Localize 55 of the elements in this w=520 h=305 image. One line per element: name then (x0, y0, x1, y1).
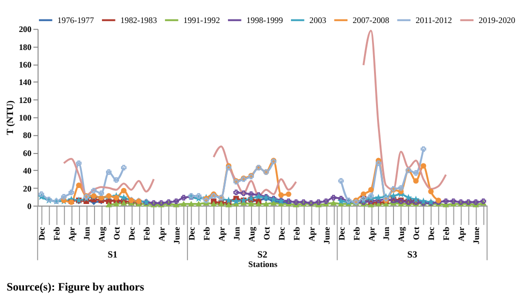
x-tick-label: Apr (306, 226, 316, 242)
legend-label: 2011-2012 (416, 15, 452, 25)
y-axis-title: T (NTU) (6, 100, 16, 136)
x-tick-label: Apr (366, 226, 376, 242)
x-tick-label: Aug (96, 226, 107, 242)
legend-label: 2019-2020 (478, 15, 516, 25)
x-tick-label: Dec (426, 226, 436, 240)
y-tick-label: 20 (23, 183, 32, 194)
y-tick-label: 0 (27, 200, 32, 211)
x-tick-label: Aug (396, 226, 406, 242)
x-tick-label: Apr (216, 226, 226, 242)
x-tick-label: Dec (36, 226, 47, 240)
x-tick-label: Jun (381, 226, 392, 240)
x-tick-label: Jun (231, 226, 242, 240)
x-tick-label: Apr (66, 226, 77, 242)
x-tick-label: June (321, 226, 332, 244)
text: S1 (108, 250, 118, 260)
x-tick-label: June (171, 226, 182, 244)
x-axis-title: Stations (248, 258, 278, 269)
x-tick-label: Jun (82, 226, 92, 240)
legend-label: 2003 (309, 15, 326, 25)
x-tick-label: Apr (156, 226, 167, 242)
x-tick-label: Feb (441, 226, 452, 240)
legend-label: 1998-1999 (246, 15, 284, 25)
y-tick-label: 100 (18, 112, 32, 123)
y-tick-label: 180 (18, 42, 32, 52)
x-tick-label: Dec (336, 226, 346, 240)
y-tick-label: 120 (18, 94, 32, 105)
y-tick-label: 60 (23, 148, 32, 158)
legend-label: 1982-1983 (120, 15, 157, 25)
x-tick-label: Feb (142, 226, 152, 240)
x-tick-label: Oct (112, 226, 122, 240)
x-tick-label: June (471, 226, 482, 244)
legend-label: 1991-1992 (183, 15, 220, 25)
legend-label: 2007-2008 (352, 15, 390, 25)
y-tick-label: 140 (18, 77, 32, 88)
text: S3 (407, 250, 418, 260)
x-tick-label: Feb (351, 226, 362, 240)
y-tick-label: 80 (23, 130, 32, 140)
legend-label: 1976-1977 (57, 15, 94, 25)
x-tick-label: Aug (246, 226, 256, 242)
y-tick-label: 200 (18, 24, 32, 34)
x-tick-label: Dec (126, 226, 137, 240)
source-note: Source(s): Figure by authors (6, 281, 145, 294)
x-tick-label: Oct (261, 226, 272, 240)
text: S2 (257, 250, 268, 260)
x-tick-label: Oct (411, 226, 422, 240)
x-tick-label: Dec (186, 226, 196, 240)
x-tick-label: Feb (201, 226, 212, 240)
x-tick-label: Dec (276, 226, 286, 240)
x-tick-label: Feb (291, 226, 302, 240)
y-tick-label: 40 (23, 166, 32, 176)
x-tick-label: Apr (456, 226, 466, 242)
x-tick-label: Feb (52, 226, 62, 240)
y-tick-label: 160 (18, 60, 32, 70)
